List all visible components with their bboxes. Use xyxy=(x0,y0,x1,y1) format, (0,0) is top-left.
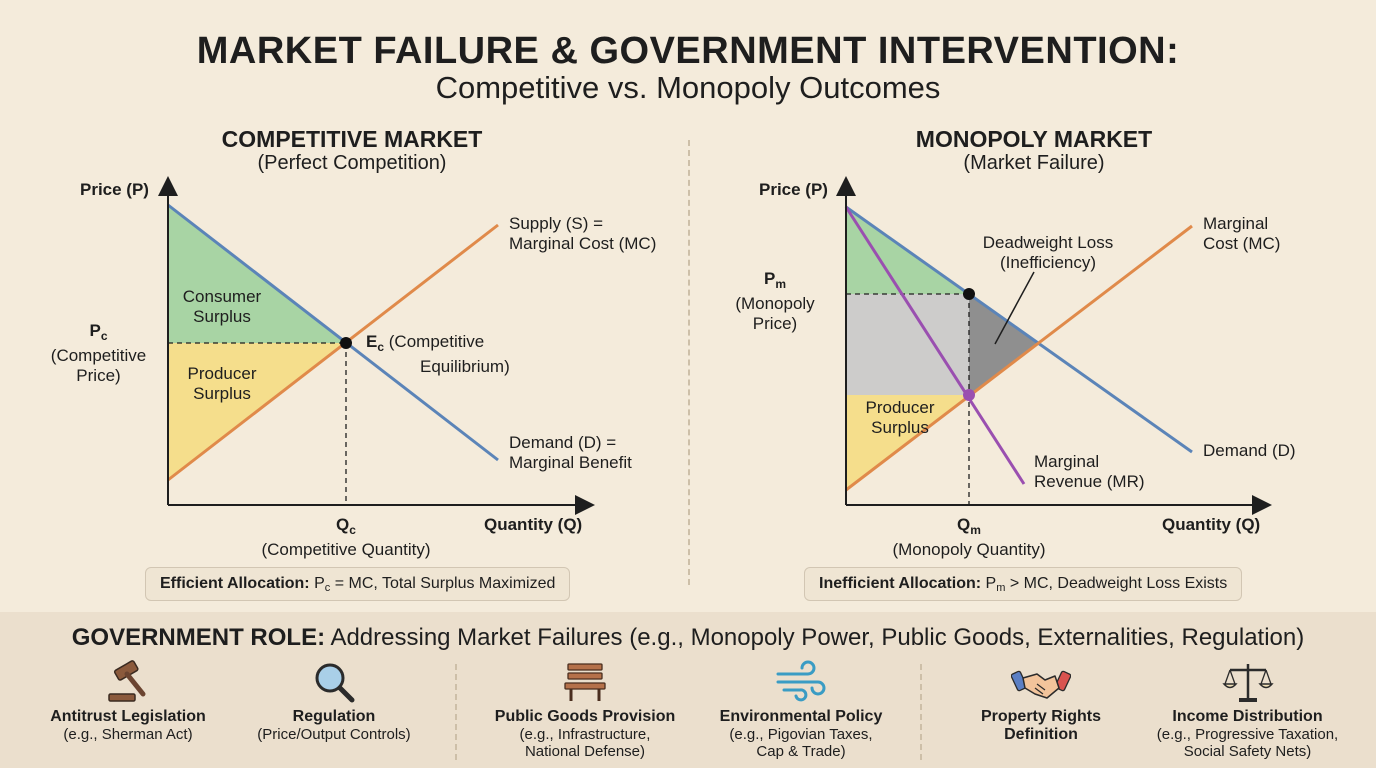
competitive-x-axis-label: Quantity (Q) xyxy=(484,515,583,534)
gov-item-label: Regulation xyxy=(292,708,376,725)
gov-item-public-goods: Public Goods Provision (e.g., Infrastruc… xyxy=(485,660,685,760)
monopoly-transfer-area xyxy=(846,294,969,395)
gov-item-desc: (e.g., Infrastructure, xyxy=(519,726,651,743)
demand-label: Demand (D) = Marginal Benefit xyxy=(509,433,632,472)
gov-item-desc: Social Safety Nets) xyxy=(1183,743,1312,760)
competitive-note: Efficient Allocation: Pc = MC, Total Sur… xyxy=(145,567,571,601)
monopoly-quantity-label: Qm (Monopoly Quantity) xyxy=(892,515,1046,559)
handshake-icon xyxy=(1011,670,1071,699)
competitive-subtitle: (Perfect Competition) xyxy=(257,152,447,174)
government-divider xyxy=(920,664,922,760)
monopoly-title: MONOPOLY MARKET xyxy=(915,126,1153,152)
competitive-supply-curve xyxy=(167,223,499,482)
gov-item-antitrust: Antitrust Legislation (e.g., Sherman Act… xyxy=(33,660,223,743)
producer-surplus-label: Producer Surplus xyxy=(187,364,257,403)
monopoly-x-axis-label: Quantity (Q) xyxy=(1162,515,1261,534)
diagram-canvas xyxy=(158,176,1272,515)
mc-label: Marginal Cost (MC) xyxy=(1203,214,1281,253)
magnifier-icon xyxy=(315,663,355,703)
gov-item-desc: (e.g., Sherman Act) xyxy=(63,726,193,743)
gov-item-desc: (e.g., Pigovian Taxes, xyxy=(729,726,873,743)
gov-item-label: Property Rights xyxy=(980,708,1101,725)
gov-item-desc: Definition xyxy=(1004,726,1078,743)
page-subtitle: Competitive vs. Monopoly Outcomes xyxy=(435,70,941,105)
competitive-price-label: Pc (Competitive Price) xyxy=(50,321,147,385)
monopoly-demand-curve xyxy=(845,205,1193,454)
panel-divider xyxy=(688,140,690,585)
gov-item-desc: Cap & Trade) xyxy=(756,743,846,760)
monopoly-mr-curve xyxy=(844,206,1026,485)
gavel-icon xyxy=(108,660,146,702)
page-title: MARKET FAILURE & GOVERNMENT INTERVENTION… xyxy=(196,30,1180,72)
consumer-surplus-label: Consumer Surplus xyxy=(182,287,262,326)
monopoly-mc-curve xyxy=(845,224,1193,492)
competitive-y-axis-label: Price (P) xyxy=(80,180,149,199)
government-divider xyxy=(455,664,457,760)
scales-icon xyxy=(1221,664,1274,702)
monopoly-price-point xyxy=(963,288,975,300)
wind-icon xyxy=(776,660,826,702)
gov-item-property-rights: Property Rights Definition xyxy=(946,660,1136,744)
gov-item-label: Environmental Policy xyxy=(719,708,883,725)
monopoly-note: Inefficient Allocation: Pm > MC, Deadwei… xyxy=(804,567,1243,601)
gov-item-regulation: Regulation (Price/Output Controls) xyxy=(239,660,429,743)
gov-item-desc: (e.g., Progressive Taxation, xyxy=(1156,726,1339,743)
monopoly-y-axis-label: Price (P) xyxy=(759,180,828,199)
monopoly-price-label: Pm (Monopoly Price) xyxy=(735,269,815,333)
government-title: GOVERNMENT ROLE: Addressing Market Failu… xyxy=(71,624,1305,651)
gov-item-environmental: Environmental Policy (e.g., Pigovian Tax… xyxy=(706,660,896,760)
government-section xyxy=(0,612,1376,768)
mr-label: Marginal Revenue (MR) xyxy=(1034,452,1145,491)
gov-item-desc: National Defense) xyxy=(524,743,646,760)
bench-icon xyxy=(564,663,606,701)
competitive-title: COMPETITIVE MARKET xyxy=(221,126,483,152)
monopoly-demand-label: Demand (D) xyxy=(1203,441,1296,460)
gov-item-desc: (Price/Output Controls) xyxy=(257,726,411,743)
supply-label: Supply (S) = Marginal Cost (MC) xyxy=(509,214,657,253)
monopoly-producer-surplus-label: Producer Surplus xyxy=(865,398,935,437)
gov-item-label: Public Goods Provision xyxy=(494,708,676,725)
gov-item-income-distribution: Income Distribution (e.g., Progressive T… xyxy=(1140,660,1355,760)
gov-item-label: Antitrust Legislation xyxy=(50,708,206,725)
dwl-label: Deadweight Loss (Inefficiency) xyxy=(982,233,1114,272)
competitive-quantity-label: Qc (Competitive Quantity) xyxy=(261,515,431,559)
gov-item-label: Income Distribution xyxy=(1172,708,1323,725)
deadweight-loss-area xyxy=(969,294,1038,395)
monopoly-subtitle: (Market Failure) xyxy=(963,152,1105,174)
mr-mc-intersection-point xyxy=(963,389,975,401)
competitive-demand-curve xyxy=(167,203,499,462)
dwl-pointer-line xyxy=(994,271,1035,345)
competitive-equilibrium-label: Ec (Competitive Equilibrium) xyxy=(366,332,510,376)
competitive-equilibrium-point xyxy=(340,337,352,349)
